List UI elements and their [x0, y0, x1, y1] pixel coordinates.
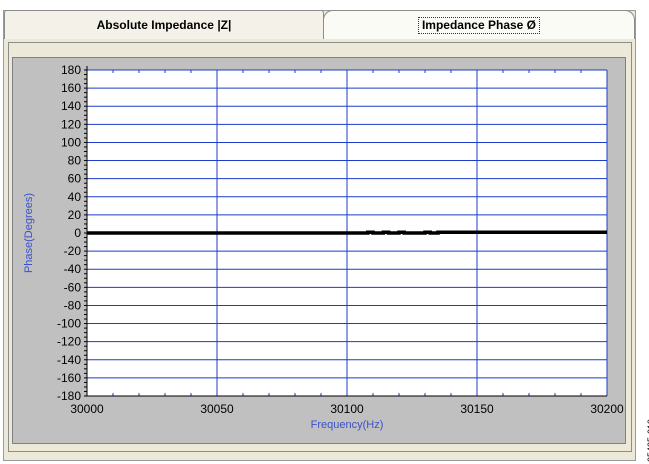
- phase-series-line: [87, 230, 607, 235]
- y-tick-label: 120: [61, 117, 81, 131]
- y-tick-label: 40: [68, 190, 82, 204]
- y-tick-label: -160: [57, 371, 81, 385]
- tab-absolute-impedance-label: Absolute Impedance |Z|: [96, 18, 232, 32]
- y-tick-label: 80: [68, 154, 82, 168]
- y-tick-label: -60: [64, 280, 82, 294]
- y-tick-label: 160: [61, 81, 81, 95]
- y-tick-label: 60: [68, 172, 82, 186]
- tab-absolute-impedance[interactable]: Absolute Impedance |Z|: [4, 10, 324, 39]
- y-axis-title: Phase(Degrees): [23, 193, 35, 273]
- y-tick-label: -140: [57, 353, 81, 367]
- x-tick-label: 30050: [200, 402, 234, 416]
- y-tick-label: 180: [61, 63, 81, 77]
- y-tick-label: -100: [57, 317, 81, 331]
- x-tick-label: 30150: [460, 402, 494, 416]
- x-tick-label: 30200: [590, 402, 624, 416]
- y-tick-label: 20: [68, 208, 82, 222]
- y-tick-label: -80: [64, 298, 82, 312]
- tab-impedance-phase-label: Impedance Phase Ø: [417, 16, 541, 34]
- y-tick-label: -120: [57, 335, 81, 349]
- figure-code: 05435-019: [637, 400, 649, 462]
- y-tick-label: -180: [57, 389, 81, 403]
- tab-impedance-phase[interactable]: Impedance Phase Ø: [323, 10, 635, 39]
- x-axis-title: Frequency(Hz): [311, 419, 384, 431]
- y-tick-label: -20: [64, 244, 82, 258]
- y-tick-label: 0: [74, 226, 81, 240]
- y-tick-label: 140: [61, 99, 81, 113]
- y-tick-label: -40: [64, 262, 82, 276]
- x-tick-label: 30000: [70, 402, 104, 416]
- y-tick-label: 100: [61, 135, 81, 149]
- x-tick-label: 30100: [330, 402, 364, 416]
